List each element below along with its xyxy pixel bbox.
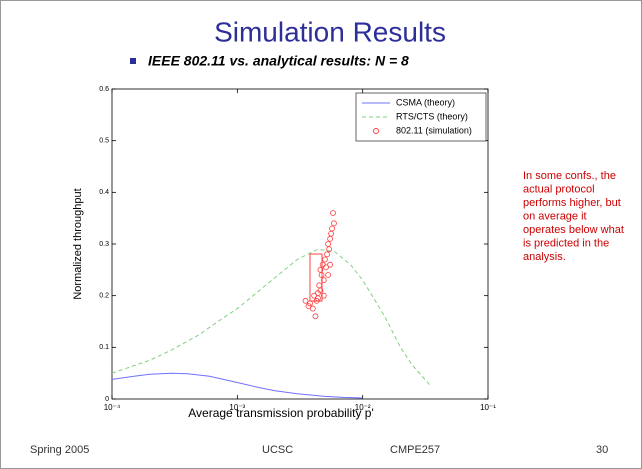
side-note: actual protocol [523,183,595,195]
y-axis-label: Normalized throughput [72,188,84,299]
y-tick-label: 0.5 [99,138,109,145]
legend-label: 802.11 (simulation) [396,125,472,135]
side-note: is predicted in the [523,237,609,249]
sim-point [320,277,327,284]
side-note: In some confs., the [523,170,616,182]
x-axis-label: Average transmission probability p' [188,406,374,420]
sim-point [325,272,332,278]
footer-text: CMPE257 [390,444,440,456]
sim-point [322,256,328,263]
series-line [111,248,432,387]
sim-point [324,251,330,258]
sim-point [329,225,335,232]
y-tick-label: 0.1 [99,344,109,351]
sim-point [327,261,334,268]
sim-point [330,210,336,216]
sim-point [307,300,313,307]
sim-point [318,272,325,278]
footer-text: UCSC [262,444,293,456]
sim-point [326,246,333,253]
side-note: operates below what [523,224,624,236]
footer-text: 30 [596,444,608,456]
y-tick-label: 0.2 [99,293,109,300]
sim-point [320,292,327,299]
sim-point [317,266,324,273]
y-tick-label: 0 [105,396,109,403]
bullet-text: IEEE 802.11 vs. analytical results: N = … [148,53,409,69]
x-tick-label: 10⁻⁴ [104,403,121,412]
sim-point [302,297,309,304]
side-note: analysis. [523,251,566,263]
x-tick-label: 10⁻¹ [480,403,496,412]
sim-point [311,292,318,299]
sim-point [323,264,329,271]
legend-label: CSMA (theory) [396,97,455,107]
sim-point [331,220,337,227]
sim-point [316,282,323,289]
sim-point [312,313,319,320]
sim-point [317,287,324,294]
footer-text: Spring 2005 [30,444,89,456]
series-line [111,372,363,399]
slide-title: Simulation Results [214,16,446,47]
y-tick-label: 0.3 [99,241,109,248]
bullet-icon [130,58,136,64]
legend-label: RTS/CTS (theory) [396,111,468,121]
side-note: performs higher, but [523,197,621,209]
x-tick-label: 10⁻² [355,403,371,412]
legend-marker [373,128,379,134]
x-tick-label: 10⁻³ [229,403,245,412]
side-note: on average it [523,210,587,222]
y-tick-label: 0.4 [99,189,109,196]
sim-point [309,305,316,312]
y-tick-label: 0.6 [99,86,109,93]
sim-point [315,295,321,302]
